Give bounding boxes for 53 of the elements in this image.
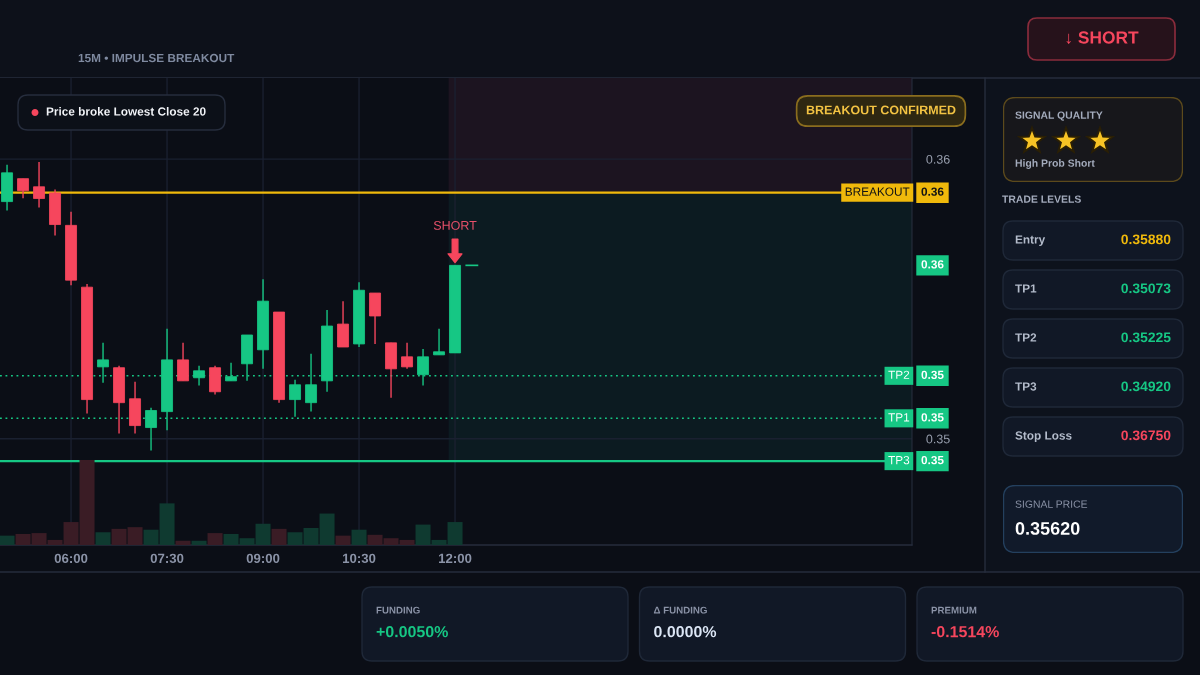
candlestick xyxy=(177,342,189,382)
x-tick-label: 09:00 xyxy=(246,553,280,564)
bar xyxy=(335,535,351,545)
bar xyxy=(351,529,367,545)
candlestick xyxy=(401,342,413,370)
candlestick xyxy=(369,292,381,345)
text: 0.36750 xyxy=(1121,430,1171,441)
candlestick xyxy=(33,161,45,209)
text: TP1 xyxy=(1015,284,1037,293)
candlestick xyxy=(17,177,29,199)
text: SIGNAL PRICE xyxy=(1015,500,1088,508)
bar xyxy=(207,533,223,545)
text: SIGNAL QUALITY xyxy=(1015,111,1103,121)
text: Entry xyxy=(1015,235,1046,246)
x-tick-label: 12:00 xyxy=(439,553,472,564)
text: TP3 xyxy=(1015,382,1037,391)
text: ↓ SHORT xyxy=(1066,31,1139,45)
text: 0.35225 xyxy=(1121,332,1171,343)
text: 0.35880 xyxy=(1121,234,1171,245)
candlestick xyxy=(433,328,445,356)
candlestick xyxy=(289,379,301,418)
chart-subtitle: 15M • IMPULSE BREAKOUT xyxy=(78,53,235,63)
text: -0.1514% xyxy=(931,625,999,638)
annotation: SHORT xyxy=(433,220,477,230)
bar xyxy=(175,540,191,545)
text: High Prob Short xyxy=(1015,159,1095,169)
text: 0.35620 xyxy=(1015,522,1080,535)
text: PREMIUM xyxy=(931,606,977,614)
bar xyxy=(191,540,207,545)
text: 0.35073 xyxy=(1121,283,1171,294)
x-tick-label: 10:30 xyxy=(343,553,376,564)
candlestick xyxy=(193,365,205,387)
bar xyxy=(0,535,15,545)
text: TRADE LEVELS xyxy=(1002,195,1081,203)
text: TP2 xyxy=(1015,333,1037,342)
text: 0.0000% xyxy=(654,625,717,638)
text: +0.0050% xyxy=(376,625,448,638)
annotation: BREAKOUT CONFIRMED xyxy=(806,105,956,115)
bar xyxy=(95,532,111,545)
annotation: Price broke Lowest Close 20 xyxy=(46,107,206,116)
ref-line-label: TP2 0.35 xyxy=(888,370,944,379)
candlestick xyxy=(337,300,349,348)
ref-line-label: TP3 0.35 xyxy=(888,455,944,465)
text: Stop Loss xyxy=(1015,431,1072,442)
ref-line-label: TP1 0.35 xyxy=(888,413,944,422)
bar xyxy=(271,528,287,545)
y-tick-label: 0.35 xyxy=(926,434,950,444)
x-tick-label: 06:00 xyxy=(54,553,88,564)
text: 0.34920 xyxy=(1121,381,1171,392)
ref-line-label: BREAKOUT 0.36 xyxy=(845,187,944,196)
text: Δ FUNDING xyxy=(653,606,707,614)
text: FUNDING xyxy=(376,606,420,614)
x-tick-label: 07:30 xyxy=(150,553,184,564)
